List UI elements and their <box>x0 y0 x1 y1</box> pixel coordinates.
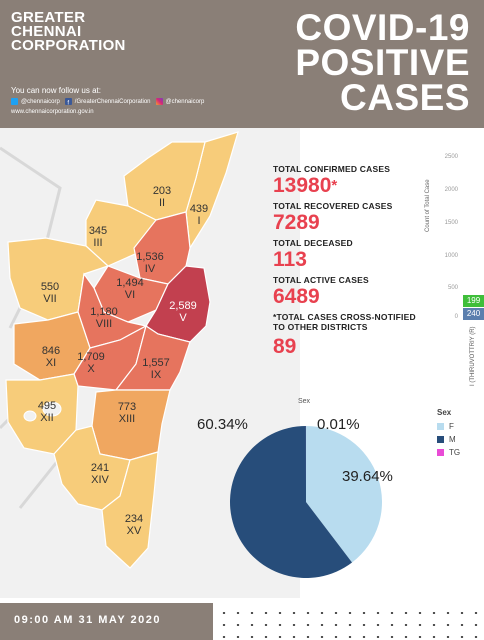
zone-xv-label: 234 XV <box>124 513 144 537</box>
legend-title: Sex <box>437 408 452 417</box>
pie-slice-m[interactable] <box>229 426 353 578</box>
zone-xiii-label: 773 XIII <box>117 401 137 425</box>
sex-pie-chart <box>229 426 382 578</box>
zone-vii-label: 550 VII <box>40 281 60 305</box>
zone-map <box>0 131 239 569</box>
pie-legend: Sex F M TG <box>437 408 460 459</box>
zone-i-label: 439 I <box>189 203 209 227</box>
zone-xi-label: 846 XI <box>41 345 61 369</box>
follow-text: You can now follow us at: <box>11 86 101 95</box>
side-chart-bar-blue[interactable]: 240 <box>463 308 484 320</box>
side-chart-axis-title: Count of Total Case <box>425 179 431 232</box>
zone-xii-label: 495 XII <box>37 400 57 424</box>
zone-v-label: 2,589 V <box>169 300 197 324</box>
axis-tick: 1000 <box>444 253 458 259</box>
header-banner <box>0 0 484 128</box>
pie-label-m: 60.34% <box>197 416 248 433</box>
org-line-1: GREATER <box>11 9 86 26</box>
pie-label-tg: 0.01% <box>317 416 360 433</box>
zone-xiv-label: 241 XIV <box>90 462 110 486</box>
pie-label-f: 39.64% <box>342 468 393 485</box>
legend-swatch-tg <box>437 449 444 456</box>
confirmed-label: TOTAL CONFIRMED CASES <box>273 164 391 174</box>
axis-tick: 2500 <box>444 154 458 160</box>
facebook-icon: f <box>64 98 72 106</box>
zone-vi-label: 1,494 VI <box>116 277 144 301</box>
axis-tick: 500 <box>447 285 458 291</box>
side-chart-bar-label: I (THIRUVOTTRIY (R) <box>470 326 476 386</box>
zone-viii-label: 1,180 VIII <box>90 306 118 330</box>
axis-tick: 1500 <box>444 220 458 226</box>
zone-ix-label: 1,557 IX <box>142 357 170 381</box>
org-line-3: CORPORATION <box>11 37 126 54</box>
title-line-1: COVID-19 <box>295 7 470 48</box>
zone-xv-shape[interactable] <box>101 451 159 569</box>
zone-ii-label: 203 II <box>152 185 172 209</box>
zone-iii-label: 345 III <box>88 225 108 249</box>
recovered-value: 7289 <box>273 211 320 234</box>
twitter-icon <box>11 98 18 105</box>
cross-notified-value: 89 <box>273 335 297 358</box>
side-chart-bar-green[interactable]: 199 <box>463 295 484 307</box>
organization-name: GREATER CHENNAI CORPORATION <box>11 9 126 54</box>
confirmed-value: 13980* <box>273 174 338 197</box>
zone-iv-label: 1,536 IV <box>136 251 164 275</box>
pie-chart-title: Sex <box>298 398 311 405</box>
title-line-3: CASES <box>340 77 470 118</box>
page-title: COVID-19 POSITIVE CASES <box>295 7 470 118</box>
side-chart-axis: 2500 2000 1500 1000 500 0 <box>432 148 484 398</box>
website-link[interactable]: www.chennaicorporation.gov.in <box>11 109 94 115</box>
title-line-2: POSITIVE <box>295 42 470 83</box>
instagram-icon <box>155 98 163 105</box>
axis-tick: 0 <box>454 314 458 320</box>
footer-dot-pattern <box>213 603 484 640</box>
confirmed-footnote-mark: * <box>331 177 338 194</box>
case-statistics: TOTAL CONFIRMED CASES 13980* TOTAL RECOV… <box>273 164 433 362</box>
legend-item-m[interactable]: M <box>437 433 460 446</box>
legend-swatch-f <box>437 423 444 430</box>
recovered-label: TOTAL RECOVERED CASES <box>273 201 393 211</box>
legend-item-f[interactable]: F <box>437 420 460 433</box>
svg-text:f: f <box>67 100 69 105</box>
footer-timestamp: 09:00 AM 31 MAY 2020 <box>14 614 161 626</box>
active-value: 6489 <box>273 285 320 308</box>
axis-tick: 2000 <box>444 187 458 193</box>
active-label: TOTAL ACTIVE CASES <box>273 275 369 285</box>
deceased-label: TOTAL DECEASED <box>273 238 353 248</box>
pie-slice-f[interactable] <box>306 426 382 563</box>
instagram-handle[interactable]: @chennaicorp <box>165 98 205 105</box>
facebook-handle[interactable]: /GreaterChennaiCorporation <box>74 98 151 105</box>
deceased-value: 113 <box>273 248 307 271</box>
org-line-2: CHENNAI <box>11 23 82 40</box>
legend-swatch-m <box>437 436 444 443</box>
cross-notified-label: *TOTAL CASES CROSS-NOTIFIED TO OTHER DIST… <box>273 312 416 332</box>
map-lakes <box>23 401 62 422</box>
legend-item-tg[interactable]: TG <box>437 446 460 459</box>
social-links: @chennaicorp f /GreaterChennaiCorporatio… <box>11 98 205 106</box>
twitter-handle[interactable]: @chennaicorp <box>21 98 60 105</box>
zone-x-label: 1,709 X <box>77 351 105 375</box>
